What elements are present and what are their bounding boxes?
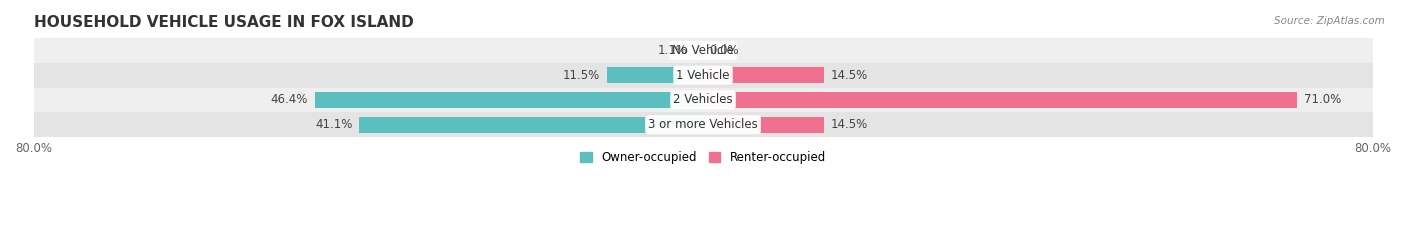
Text: HOUSEHOLD VEHICLE USAGE IN FOX ISLAND: HOUSEHOLD VEHICLE USAGE IN FOX ISLAND	[34, 15, 413, 30]
Text: 11.5%: 11.5%	[562, 69, 600, 82]
Text: 14.5%: 14.5%	[831, 69, 869, 82]
Text: 1.1%: 1.1%	[657, 44, 688, 57]
Text: 71.0%: 71.0%	[1303, 93, 1341, 106]
Text: 2 Vehicles: 2 Vehicles	[673, 93, 733, 106]
Bar	[703, 67, 824, 83]
Text: No Vehicle: No Vehicle	[672, 44, 734, 57]
Text: Source: ZipAtlas.com: Source: ZipAtlas.com	[1274, 16, 1385, 26]
Bar	[34, 63, 1372, 88]
Bar	[693, 42, 703, 58]
Text: 1 Vehicle: 1 Vehicle	[676, 69, 730, 82]
Text: 46.4%: 46.4%	[270, 93, 308, 106]
Bar	[34, 38, 1372, 63]
Text: 0.0%: 0.0%	[710, 44, 740, 57]
Bar	[359, 117, 703, 133]
Text: 14.5%: 14.5%	[831, 118, 869, 131]
Bar	[34, 88, 1372, 112]
Bar	[34, 112, 1372, 137]
Text: 3 or more Vehicles: 3 or more Vehicles	[648, 118, 758, 131]
Bar	[315, 92, 703, 108]
Text: 41.1%: 41.1%	[315, 118, 353, 131]
Bar	[703, 92, 1298, 108]
Legend: Owner-occupied, Renter-occupied: Owner-occupied, Renter-occupied	[575, 146, 831, 169]
Bar	[607, 67, 703, 83]
Bar	[703, 117, 824, 133]
